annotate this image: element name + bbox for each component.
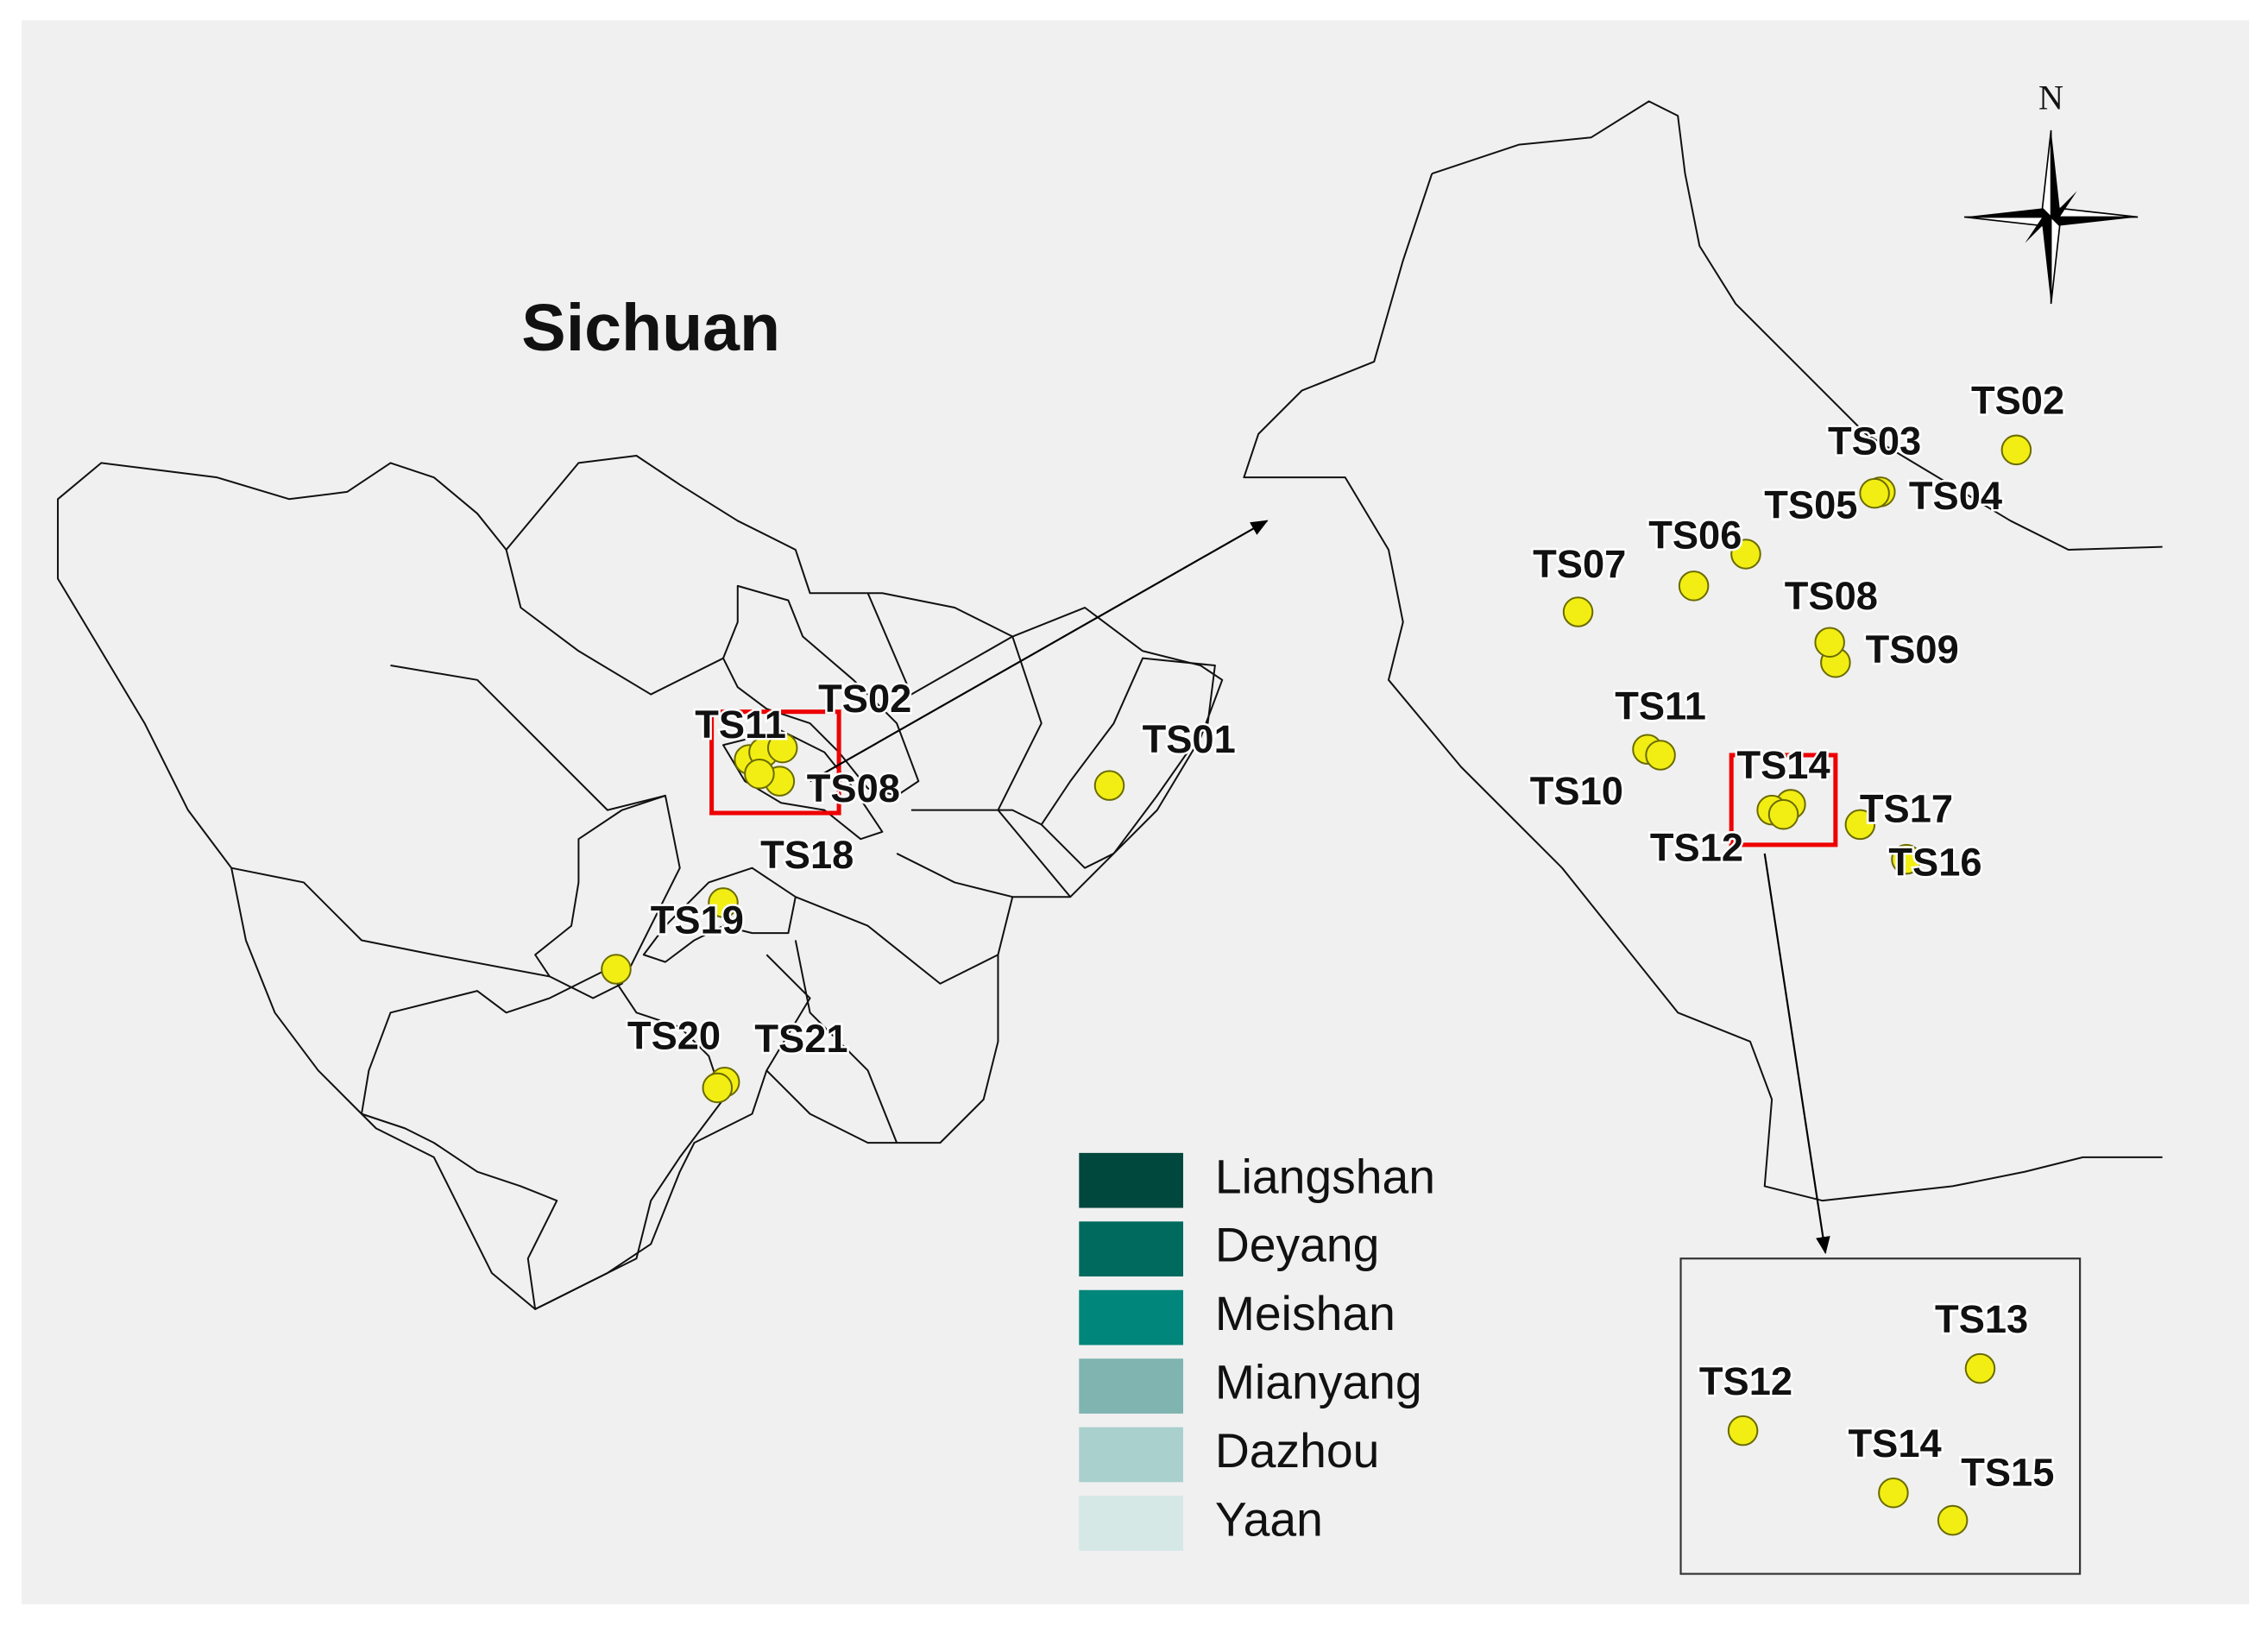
site-dot bbox=[1645, 740, 1676, 771]
site-dot bbox=[1859, 477, 1890, 509]
region-meishan bbox=[642, 867, 797, 963]
zoom-arrow bbox=[1763, 853, 1830, 1255]
legend-swatch bbox=[1079, 1221, 1183, 1276]
map-title: Sichuan bbox=[521, 291, 780, 365]
site-label: TS17 bbox=[1860, 786, 1953, 830]
site-label: TS01 bbox=[1143, 717, 1236, 761]
site-dot bbox=[1727, 1415, 1759, 1446]
legend-swatch bbox=[1079, 1496, 1183, 1551]
site-label: TS16 bbox=[1888, 840, 1981, 884]
legend-label: Dazhou bbox=[1215, 1424, 1380, 1478]
region-yaan bbox=[534, 794, 681, 999]
legend-label: Meishan bbox=[1215, 1287, 1395, 1340]
site-dot bbox=[1730, 539, 1761, 570]
site-dot bbox=[1093, 770, 1125, 801]
zoom-arrow bbox=[810, 520, 1269, 783]
legend: Liangshan Deyang Meishan Mianyang Dazhou Yaan bbox=[1079, 1150, 1435, 1551]
site-dot bbox=[1562, 596, 1594, 627]
site-label: TS02 bbox=[818, 677, 911, 721]
site-label: TS12 bbox=[1650, 826, 1743, 870]
site-label: TS11 bbox=[695, 703, 786, 747]
legend-label: Mianyang bbox=[1215, 1356, 1422, 1409]
legend-swatch bbox=[1079, 1358, 1183, 1414]
site-label: TS04 bbox=[1909, 474, 2002, 518]
site-label: TS13 bbox=[1935, 1297, 2028, 1341]
region-liangshan bbox=[360, 968, 725, 1310]
site-label: TS15 bbox=[1961, 1451, 2054, 1495]
site-dot bbox=[1678, 570, 1710, 602]
county-boundary bbox=[230, 549, 1072, 1144]
site-dot bbox=[1964, 1352, 1996, 1384]
site-dot bbox=[708, 887, 739, 918]
site-label: TS06 bbox=[1648, 514, 1742, 558]
region-mianyang bbox=[722, 584, 920, 797]
legend-label: Deyang bbox=[1215, 1219, 1380, 1272]
north-arrow: N bbox=[1963, 79, 2139, 305]
region-dazhou bbox=[1040, 657, 1216, 869]
inset-boundary bbox=[1243, 100, 2163, 1202]
site-label: TS08 bbox=[1785, 574, 1878, 618]
legend-swatch bbox=[1079, 1152, 1183, 1208]
site-label: TS12 bbox=[1699, 1359, 1792, 1403]
site-dot bbox=[601, 954, 632, 985]
province-outline bbox=[57, 455, 1224, 1310]
zoom-box bbox=[709, 709, 841, 816]
site-label: TS19 bbox=[651, 898, 744, 942]
site-label: TS03 bbox=[1828, 419, 1921, 463]
site-dot bbox=[1878, 1477, 1909, 1509]
site-label: TS07 bbox=[1533, 542, 1626, 586]
site-label: TS14 bbox=[1736, 743, 1830, 787]
site-dot bbox=[1814, 627, 1845, 658]
site-label: TS21 bbox=[754, 1017, 847, 1061]
site-label: TS09 bbox=[1866, 627, 1959, 671]
site-label: TS02 bbox=[1971, 379, 2064, 423]
site-dots bbox=[601, 434, 2032, 1536]
legend-swatch bbox=[1079, 1289, 1183, 1346]
site-dot bbox=[744, 758, 775, 790]
site-dot bbox=[1891, 843, 1922, 875]
region-deyang bbox=[722, 729, 884, 841]
legend-label: Liangshan bbox=[1215, 1150, 1435, 1203]
north-label: N bbox=[2038, 79, 2063, 117]
site-label: TS20 bbox=[627, 1013, 721, 1057]
site-dot bbox=[702, 1072, 734, 1104]
site-label: TS05 bbox=[1764, 482, 1857, 526]
site-label: TS10 bbox=[1530, 769, 1623, 813]
site-dot bbox=[766, 732, 798, 764]
site-label: TS08 bbox=[807, 766, 900, 810]
site-dot bbox=[1767, 798, 1799, 830]
site-label: TS11 bbox=[1615, 684, 1706, 728]
zoom-box bbox=[1729, 753, 1838, 848]
site-label: TS14 bbox=[1849, 1421, 1942, 1465]
site-dot bbox=[2000, 434, 2032, 466]
site-label: TS18 bbox=[760, 833, 854, 877]
site-dot bbox=[1844, 809, 1876, 841]
legend-swatch bbox=[1079, 1427, 1183, 1483]
legend-label: Yaan bbox=[1215, 1493, 1323, 1547]
site-dot bbox=[1937, 1504, 1969, 1536]
